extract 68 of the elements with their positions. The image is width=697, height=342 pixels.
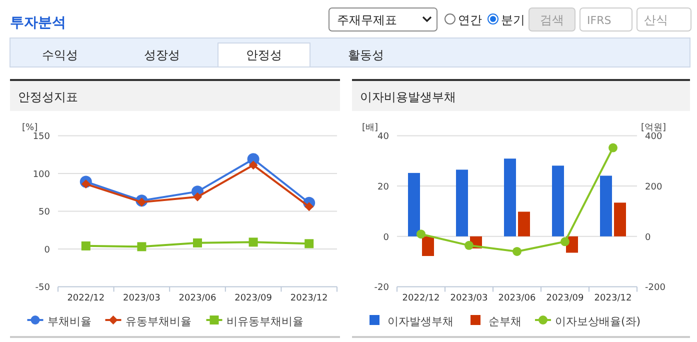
point <box>193 192 202 202</box>
y2-axis-title: [억원] <box>641 123 666 133</box>
bar <box>614 202 626 236</box>
chart-title: 이자비용발생부채 <box>360 90 456 104</box>
y-axis-title: [배] <box>362 123 378 133</box>
text: 분기 <box>501 13 525 27</box>
x-tick-label: 2023/09 <box>546 294 584 304</box>
x-tick-label: 2023/03 <box>450 294 488 304</box>
x-tick-label: 2023/06 <box>498 294 536 304</box>
y-tick-label: 0 <box>44 245 50 256</box>
point <box>248 160 258 170</box>
text: 산식 <box>644 13 668 27</box>
bar <box>600 176 612 236</box>
y-axis-title: [%] <box>22 123 38 133</box>
y2-tick-label: 400 <box>645 132 662 142</box>
y-tick-label: 100 <box>32 170 50 180</box>
legend-label: 순부채 <box>488 315 522 328</box>
text: 활동성 <box>348 48 384 62</box>
point <box>416 230 426 239</box>
y2-tick-label: 200 <box>645 182 662 193</box>
chart-title: 안정성지표 <box>18 90 78 104</box>
legend-label: 유동부채비율 <box>125 315 192 328</box>
legend-label: 부채비율 <box>47 315 92 328</box>
bar <box>552 166 564 236</box>
text: 검색 <box>540 13 564 27</box>
point <box>464 240 474 250</box>
legend-label: 이자발생부채 <box>388 315 454 328</box>
point <box>137 242 146 252</box>
bar <box>408 172 420 236</box>
x-tick-label: 2023/12 <box>594 294 632 304</box>
point <box>512 246 522 256</box>
y-tick-label: 20 <box>378 182 390 193</box>
x-tick-label: 2023/09 <box>234 294 272 304</box>
bar <box>422 236 434 256</box>
bar <box>518 212 530 236</box>
y-tick-label: -20 <box>374 283 390 294</box>
x-tick-label: 2022/12 <box>67 294 105 304</box>
text: 성장성 <box>144 48 180 62</box>
y-tick-label: -50 <box>35 283 50 294</box>
y-tick-label: 0 <box>383 232 390 243</box>
point <box>304 239 314 248</box>
point <box>608 143 618 152</box>
legend-label: 이자보상배율(좌) <box>555 315 641 328</box>
point <box>81 241 90 250</box>
point <box>193 238 202 248</box>
y2-tick-label: 0 <box>645 232 651 243</box>
text: 투자분석 <box>10 15 66 31</box>
x-tick-label: 2022/12 <box>402 294 440 304</box>
point <box>81 180 90 189</box>
legend-label: 비유동부채비율 <box>226 315 304 328</box>
text: 수익성 <box>42 48 78 62</box>
x-tick-label: 2023/03 <box>123 294 160 304</box>
y-tick-label: 150 <box>32 132 50 142</box>
text: IFRS <box>587 14 612 27</box>
x-tick-label: 2023/06 <box>178 294 216 304</box>
y-tick-label: 50 <box>38 208 50 218</box>
bar <box>504 158 516 236</box>
point <box>304 202 314 212</box>
point <box>137 198 146 207</box>
text: 주재무제표 <box>337 13 397 27</box>
y-tick-label: 40 <box>378 132 390 142</box>
bar <box>456 170 468 236</box>
text: 연간 <box>458 13 482 27</box>
text: 안정성 <box>246 48 282 62</box>
point <box>248 238 258 247</box>
x-tick-label: 2023/12 <box>290 294 328 304</box>
point <box>560 237 570 246</box>
y2-tick-label: -200 <box>645 283 666 294</box>
